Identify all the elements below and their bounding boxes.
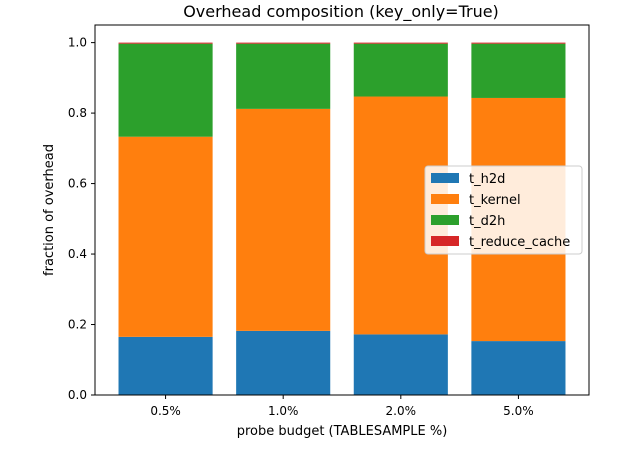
- bars: [118, 42, 566, 395]
- x-axis: 0.5% 1.0% 2.0% 5.0%: [150, 395, 534, 418]
- legend-swatch-t_kernel: [431, 194, 459, 204]
- y-tick-label: 0.6: [68, 177, 87, 191]
- bar-segment-t_reduce_cache-2: [353, 42, 448, 44]
- legend-label-t_d2h: t_d2h: [469, 214, 505, 229]
- y-tick-label: 0.4: [68, 247, 87, 261]
- legend: t_h2d t_kernel t_d2h t_reduce_cache: [424, 165, 583, 255]
- bar-segment-t_h2d-1: [236, 330, 331, 395]
- x-tick-label: 5.0%: [503, 404, 534, 418]
- x-tick-label: 2.0%: [386, 404, 417, 418]
- x-tick-label: 1.0%: [268, 404, 299, 418]
- bar-segment-t_d2h-3: [471, 43, 566, 98]
- y-axis-label: fraction of overhead: [42, 144, 57, 276]
- x-axis-label: probe budget (TABLESAMPLE %): [237, 424, 448, 439]
- legend-label-t_reduce_cache: t_reduce_cache: [469, 235, 570, 250]
- y-axis: 0.0 0.2 0.4 0.6 0.8 1.0: [68, 36, 95, 402]
- bar-segment-t_h2d-0: [118, 336, 213, 395]
- bar-segment-t_reduce_cache-0: [118, 42, 213, 44]
- bar-segment-t_kernel-1: [236, 108, 331, 331]
- legend-swatch-t_d2h: [431, 215, 459, 225]
- legend-label-t_h2d: t_h2d: [469, 172, 505, 187]
- bar-segment-t_reduce_cache-3: [471, 42, 566, 44]
- legend-box: [424, 165, 583, 255]
- bar-segment-t_h2d-3: [471, 341, 566, 395]
- bar-segment-t_d2h-2: [353, 43, 448, 97]
- bar-segment-t_d2h-1: [236, 43, 331, 109]
- legend-label-t_kernel: t_kernel: [469, 193, 521, 208]
- legend-swatch-t_reduce_cache: [431, 236, 459, 246]
- x-tick-label: 0.5%: [150, 404, 181, 418]
- legend-swatch-t_h2d: [431, 173, 459, 183]
- y-tick-label: 0.8: [68, 106, 87, 120]
- bar-segment-t_reduce_cache-1: [236, 42, 331, 44]
- bar-segment-t_kernel-0: [118, 136, 213, 337]
- chart-title: Overhead composition (key_only=True): [183, 2, 499, 22]
- y-tick-label: 0.2: [68, 318, 87, 332]
- plot-frame: [94, 24, 590, 396]
- y-tick-label: 1.0: [68, 36, 87, 50]
- y-tick-label: 0.0: [68, 388, 87, 402]
- bar-segment-t_h2d-2: [353, 334, 448, 395]
- bar-segment-t_d2h-0: [118, 43, 213, 137]
